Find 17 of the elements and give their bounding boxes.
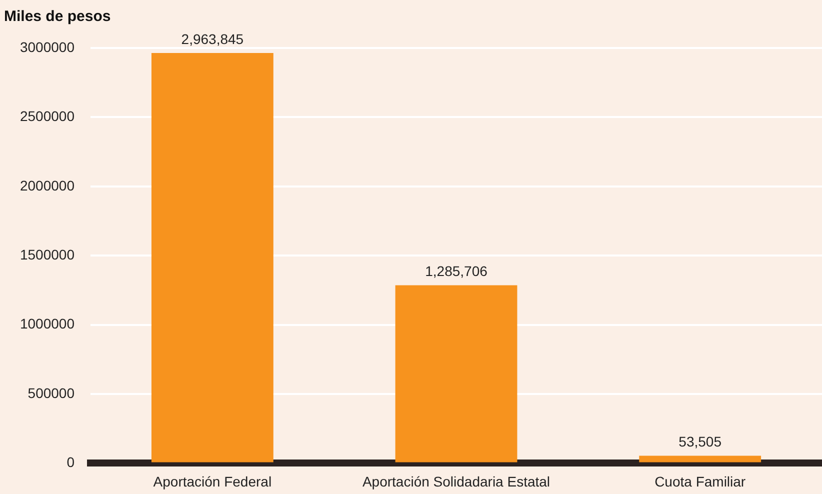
y-tick-label: 500000 [28, 384, 75, 401]
x-tick-label: Cuota Familiar [654, 473, 746, 490]
data-label: 1,285,706 [425, 263, 488, 280]
y-tick-label: 2000000 [20, 177, 75, 194]
x-tick-label: Aportación Federal [153, 473, 272, 490]
bar [395, 285, 518, 462]
chart-title: Miles de pesos [4, 8, 111, 26]
y-tick-label: 1500000 [20, 246, 75, 262]
bar [639, 456, 762, 462]
bar [151, 53, 274, 462]
data-label: 53,505 [678, 434, 722, 450]
y-tick-label: 0 [66, 454, 75, 470]
y-tick-label: 2500000 [20, 108, 75, 124]
x-tick-label: Aportación Solidadaria Estatal [362, 473, 550, 490]
y-tick-label: 3000000 [20, 38, 75, 55]
y-tick-label: 1000000 [20, 316, 75, 332]
data-label: 2,963,845 [181, 30, 244, 47]
